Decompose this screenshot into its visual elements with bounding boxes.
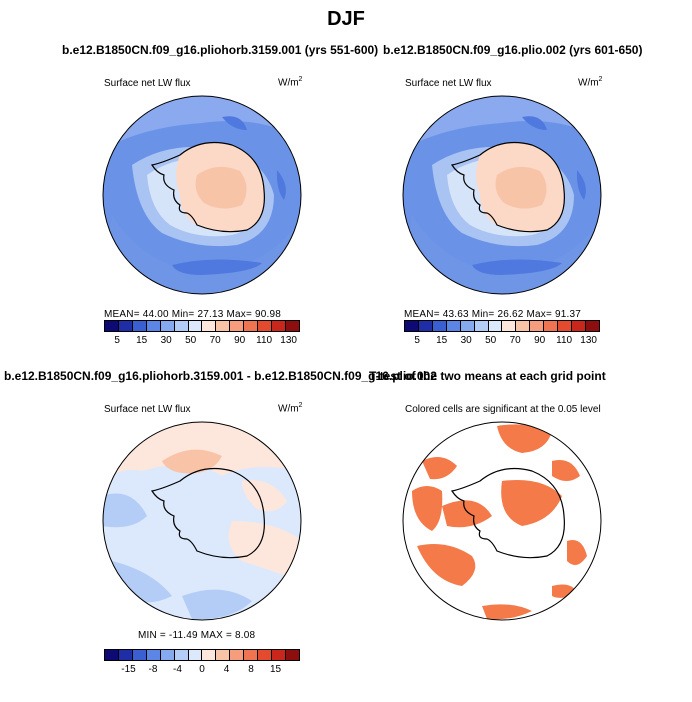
- colorbar-swatch: [530, 321, 545, 331]
- panel-1-colorbar: [104, 320, 300, 332]
- colorbar-tick-label: 90: [234, 335, 246, 346]
- colorbar-swatch: [160, 650, 175, 660]
- panel-2-units: W/m2: [578, 76, 603, 89]
- colorbar-swatch: [244, 321, 259, 331]
- colorbar-swatch: [544, 321, 559, 331]
- colorbar-swatch: [132, 321, 147, 331]
- colorbar-swatch: [572, 321, 586, 331]
- colorbar-swatch: [258, 650, 273, 660]
- colorbar-tick-label: 30: [460, 335, 472, 346]
- panel-2-map: [402, 95, 602, 295]
- panel-1-stats: MEAN= 44.00 Min= 27.13 Max= 90.98: [104, 309, 281, 320]
- colorbar-swatch: [105, 321, 119, 331]
- colorbar-swatch: [432, 321, 447, 331]
- colorbar-swatch: [118, 650, 133, 660]
- panel-3-map: [102, 421, 302, 621]
- colorbar-tick-label: 15: [136, 335, 148, 346]
- colorbar-swatch: [174, 650, 189, 660]
- colorbar-tick-label: -8: [148, 664, 158, 675]
- colorbar-tick-label: 15: [269, 664, 282, 675]
- colorbar-tick-label: 70: [209, 335, 221, 346]
- colorbar-swatch: [244, 650, 259, 660]
- panel-4-title: T-test of the two means at each grid poi…: [369, 369, 606, 383]
- colorbar-swatch: [146, 321, 161, 331]
- colorbar-tick-label: 50: [485, 335, 497, 346]
- colorbar-tick-label: 15: [436, 335, 448, 346]
- colorbar-tick-label: 30: [160, 335, 172, 346]
- colorbar-tick-label: 50: [185, 335, 197, 346]
- colorbar-tick-label: 110: [556, 335, 573, 346]
- colorbar-swatch: [285, 650, 299, 660]
- colorbar-swatch: [516, 321, 531, 331]
- panel-3-colorbar: [104, 649, 300, 661]
- colorbar-swatch: [216, 650, 231, 660]
- panel-2-stats: MEAN= 43.63 Min= 26.62 Max= 91.37: [404, 309, 581, 320]
- colorbar-swatch: [216, 321, 231, 331]
- panel-3-variable: Surface net LW flux: [104, 404, 191, 415]
- colorbar-swatch: [558, 321, 573, 331]
- colorbar-swatch: [272, 321, 286, 331]
- colorbar-swatch: [502, 321, 517, 331]
- panel-3-units: W/m2: [278, 402, 303, 415]
- panel-1-units: W/m2: [278, 76, 303, 89]
- colorbar-tick-label: -4: [173, 664, 182, 675]
- colorbar-swatch: [488, 321, 503, 331]
- colorbar-swatch: [202, 321, 217, 331]
- colorbar-tick-label: 5: [414, 335, 420, 346]
- panel-1-map: [102, 95, 302, 295]
- colorbar-swatch: [230, 650, 245, 660]
- panel-1-variable: Surface net LW flux: [104, 78, 191, 89]
- colorbar-swatch: [258, 321, 273, 331]
- colorbar-swatch: [272, 650, 286, 660]
- colorbar-tick-label: -15: [121, 664, 136, 675]
- panel-3-title: b.e12.B1850CN.f09_g16.pliohorb.3159.001 …: [4, 369, 437, 383]
- colorbar-swatch: [146, 650, 161, 660]
- colorbar-swatch: [105, 650, 119, 660]
- colorbar-swatch: [285, 321, 299, 331]
- panel-4-subtitle: Colored cells are significant at the 0.0…: [405, 404, 601, 415]
- colorbar-swatch: [188, 650, 203, 660]
- colorbar-tick-label: 8: [248, 664, 254, 675]
- colorbar-swatch: [474, 321, 489, 331]
- colorbar-swatch: [585, 321, 599, 331]
- colorbar-tick-label: 5: [114, 335, 120, 346]
- colorbar-swatch: [174, 321, 189, 331]
- colorbar-swatch: [160, 321, 175, 331]
- colorbar-swatch: [230, 321, 245, 331]
- colorbar-tick-label: 90: [534, 335, 546, 346]
- panel-3-stats: MIN = -11.49 MAX = 8.08: [138, 630, 256, 641]
- panel-2-title: b.e12.B1850CN.f09_g16.plio.002 (yrs 601-…: [383, 43, 643, 57]
- colorbar-swatch: [118, 321, 133, 331]
- colorbar-tick-label: 70: [509, 335, 521, 346]
- colorbar-swatch: [418, 321, 433, 331]
- panel-1-title: b.e12.B1850CN.f09_g16.pliohorb.3159.001 …: [62, 43, 379, 57]
- colorbar-swatch: [188, 321, 203, 331]
- colorbar-tick-label: 130: [580, 335, 597, 346]
- colorbar-swatch: [460, 321, 475, 331]
- colorbar-tick-label: 130: [280, 335, 297, 346]
- panel-4-map: [402, 421, 602, 621]
- colorbar-tick-label: 0: [199, 664, 205, 675]
- panel-2-colorbar: [404, 320, 600, 332]
- colorbar-swatch: [132, 650, 147, 660]
- panel-2-variable: Surface net LW flux: [405, 78, 492, 89]
- colorbar-swatch: [446, 321, 461, 331]
- colorbar-tick-label: 110: [256, 335, 273, 346]
- colorbar-swatch: [202, 650, 217, 660]
- colorbar-swatch: [405, 321, 419, 331]
- colorbar-tick-label: 4: [223, 664, 230, 675]
- figure-title: DJF: [327, 8, 365, 30]
